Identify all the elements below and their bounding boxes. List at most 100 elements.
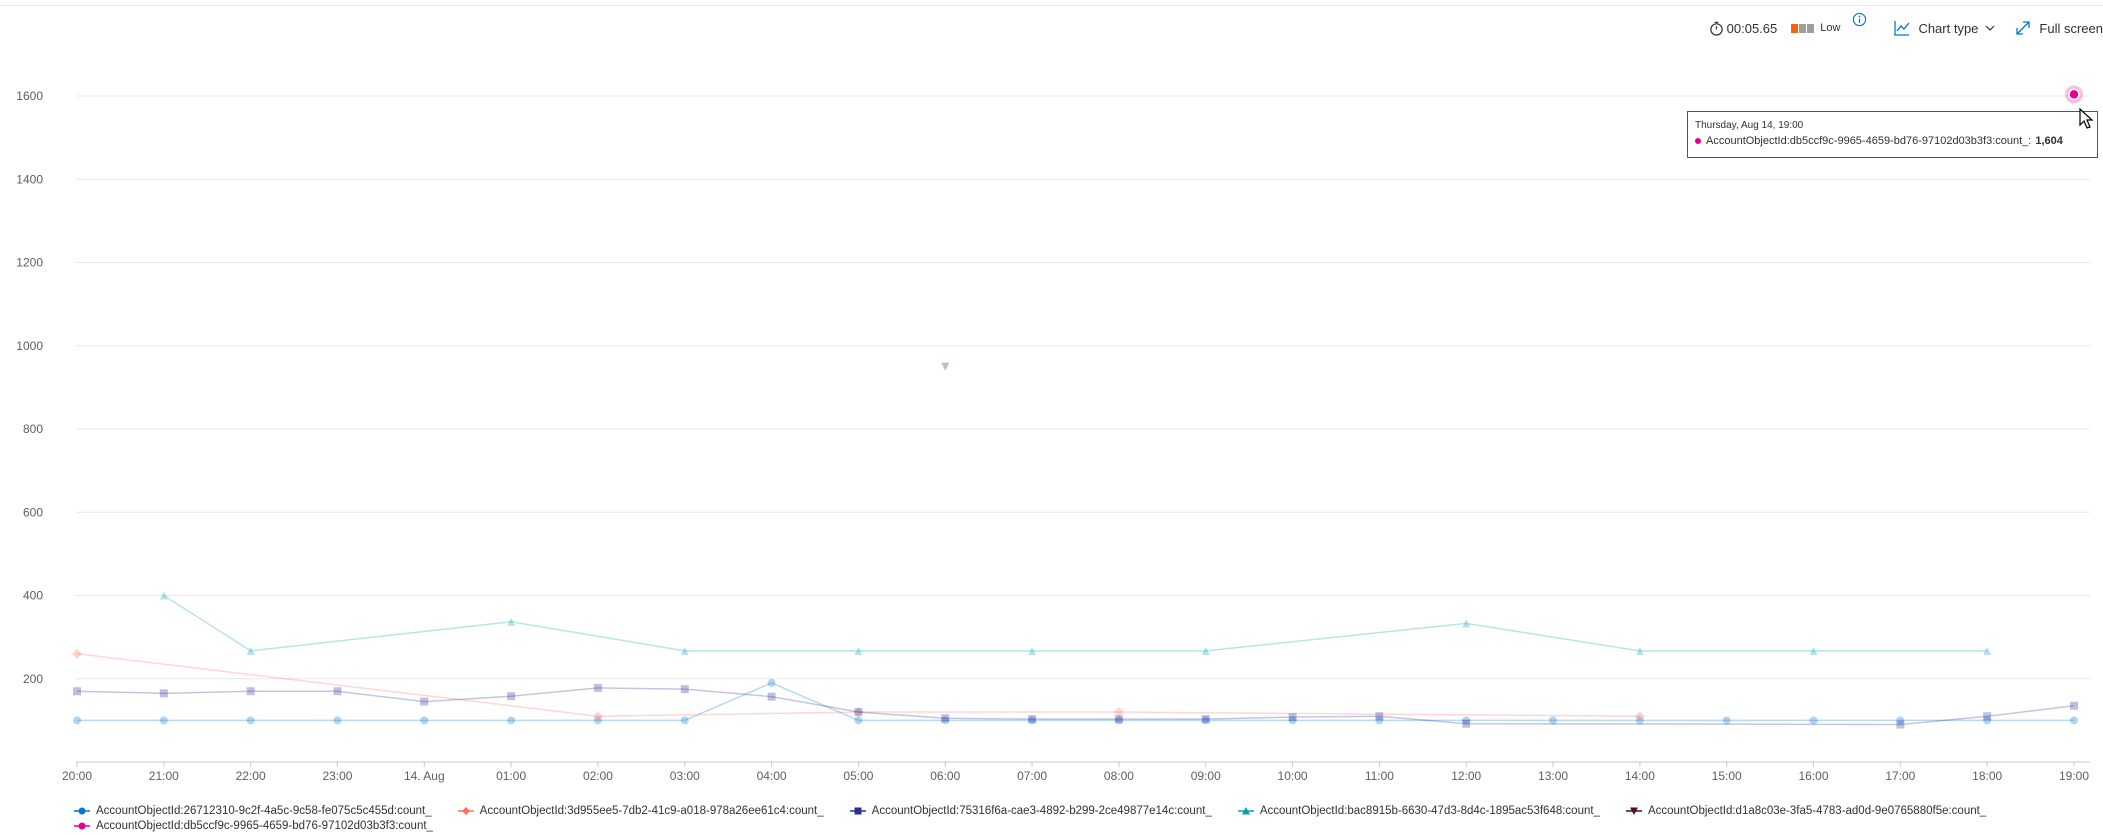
x-tick-label: 14:00	[1625, 769, 1655, 783]
legend-marker-icon	[1625, 807, 1642, 815]
data-point	[941, 362, 950, 371]
legend-item[interactable]: AccountObjectId:75316f6a-cae3-4892-b299-…	[849, 804, 1212, 817]
info-icon[interactable]	[1852, 12, 1867, 27]
x-tick-label: 20:00	[62, 769, 92, 783]
data-point	[1722, 716, 1731, 725]
x-tick-label: 13:00	[1538, 769, 1568, 783]
data-point	[1114, 715, 1123, 724]
x-tick-label: 18:00	[1972, 769, 2002, 783]
data-point	[853, 707, 864, 718]
tooltip-date: Thursday, Aug 14, 19:00	[1695, 120, 1804, 131]
data-point	[854, 646, 863, 655]
legend-item[interactable]: AccountObjectId:3d955ee5-7db2-41c9-a018-…	[457, 804, 824, 817]
data-point	[1809, 716, 1818, 725]
data-point	[680, 646, 689, 655]
data-point	[1462, 619, 1471, 628]
data-point	[1201, 715, 1210, 724]
data-point	[159, 689, 168, 698]
data-point	[2070, 701, 2078, 710]
data-point	[1288, 713, 1297, 722]
data-point	[1983, 716, 1992, 725]
data-point	[1983, 646, 1992, 655]
legend-marker-icon	[457, 806, 474, 815]
series-line	[77, 682, 2074, 722]
x-tick-label: 16:00	[1799, 769, 1829, 783]
chart-type-label: Chart type	[1918, 20, 1979, 36]
x-tick-label: 23:00	[322, 769, 352, 783]
data-point	[420, 716, 429, 725]
legend-marker-icon	[74, 807, 90, 814]
chart-type-button[interactable]: Chart type	[1893, 19, 1996, 37]
data-point	[1201, 646, 1210, 655]
mouse-cursor-icon	[2079, 108, 2094, 129]
data-point	[420, 697, 429, 706]
x-tick-label: 04:00	[757, 769, 787, 783]
data-point	[2068, 88, 2080, 101]
data-point	[1113, 707, 1124, 718]
legend-label: AccountObjectId:d1a8c03e-3fa5-4783-ad0d-…	[1647, 804, 1987, 817]
x-tick-label: 12:00	[1451, 769, 1481, 783]
top-divider	[0, 5, 2103, 6]
data-point	[246, 716, 255, 725]
full-screen-button[interactable]: Full screen	[2014, 19, 2103, 37]
data-point	[767, 678, 776, 687]
x-tick-label: 09:00	[1191, 769, 1221, 783]
data-point	[72, 648, 82, 659]
data-point	[159, 591, 168, 600]
legend-row: AccountObjectId:26712310-9c2f-4a5c-9c58-…	[74, 803, 2084, 818]
performance-bar	[1791, 23, 1799, 33]
y-tick-label: 1200	[16, 256, 43, 270]
x-tick-label: 05:00	[843, 769, 873, 783]
x-tick-label: 07:00	[1017, 769, 1047, 783]
legend-label: AccountObjectId:db5ccf9c-9965-4659-bd76-…	[96, 819, 433, 832]
y-tick-label: 600	[23, 505, 43, 519]
x-tick-label: 19:00	[2059, 769, 2089, 783]
y-tick-label: 1000	[16, 339, 43, 353]
tooltip-series-name: AccountObjectId:db5ccf9c-9965-4659-bd76-…	[1706, 135, 2032, 147]
x-tick-label: 03:00	[670, 769, 700, 783]
legend-label: AccountObjectId:75316f6a-cae3-4892-b299-…	[871, 804, 1212, 817]
y-tick-label: 800	[23, 422, 43, 436]
data-point	[2070, 716, 2078, 725]
chart-toolbar: 00:05.65 Low Chart type Full screen	[1709, 12, 2103, 38]
legend-item[interactable]: AccountObjectId:bac8915b-6630-47d3-8d4c-…	[1237, 805, 1600, 817]
performance-bars	[1791, 23, 1815, 33]
data-point	[1375, 712, 1384, 721]
x-tick-label: 17:00	[1885, 769, 1915, 783]
query-duration: 00:05.65	[1726, 20, 1778, 36]
data-point	[73, 716, 81, 725]
y-tick-label: 1400	[16, 172, 43, 186]
data-point	[592, 711, 603, 722]
data-point	[1201, 716, 1210, 725]
data-point	[1983, 712, 1992, 721]
legend-label: AccountObjectId:26712310-9c2f-4a5c-9c58-…	[96, 804, 432, 817]
full-screen-label: Full screen	[2039, 20, 2103, 36]
data-point	[1028, 716, 1037, 725]
data-point	[1462, 719, 1471, 728]
series-line	[76, 653, 1640, 717]
data-point	[680, 685, 689, 694]
data-point	[1896, 720, 1905, 729]
data-point	[1028, 715, 1037, 724]
data-point	[941, 716, 950, 725]
line-chart-icon	[1894, 21, 1910, 36]
data-point	[1634, 711, 1645, 722]
data-point	[854, 708, 863, 717]
data-point	[1635, 646, 1644, 655]
data-point	[593, 716, 602, 725]
line-chart: 200 400 600 800 1000 1200 1400 1600 20:00 21:00 22…	[16, 85, 2090, 783]
data-point	[507, 716, 516, 725]
tooltip-row: AccountObjectId:db5ccf9c-9965-4659-bd76-…	[1695, 135, 2063, 147]
data-point	[1549, 716, 1558, 725]
legend-item[interactable]: AccountObjectId:d1a8c03e-3fa5-4783-ad0d-…	[1625, 804, 1987, 817]
data-point	[333, 687, 342, 696]
tooltip-value: 1,604	[2035, 135, 2063, 147]
legend-label: AccountObjectId:3d955ee5-7db2-41c9-a018-…	[479, 804, 824, 817]
legend-item[interactable]: AccountObjectId:26712310-9c2f-4a5c-9c58-…	[74, 805, 432, 817]
legend-item[interactable]: AccountObjectId:db5ccf9c-9965-4659-bd76-…	[74, 820, 433, 832]
chevron-down-icon	[1985, 25, 1995, 31]
x-tick-label: 01:00	[496, 769, 526, 783]
y-tick-label: 1600	[16, 89, 43, 103]
x-tick-label: 14. Aug	[404, 769, 445, 783]
x-tick-label: 22:00	[236, 769, 266, 783]
